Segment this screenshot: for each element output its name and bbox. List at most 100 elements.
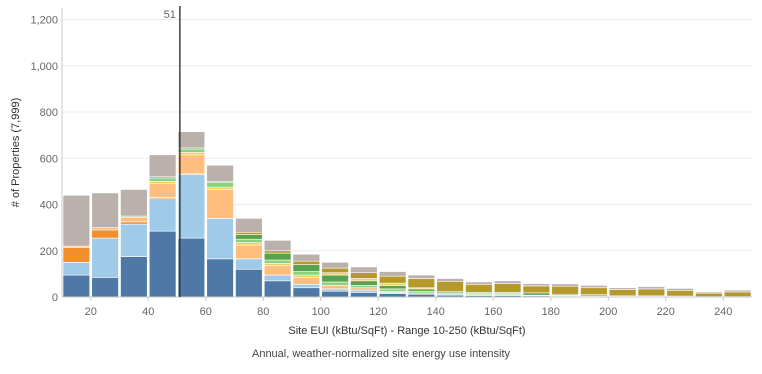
bar-segment[interactable] [351, 292, 378, 297]
bar-segment[interactable] [178, 132, 205, 148]
bar-segment[interactable] [121, 217, 148, 222]
bar-segment[interactable] [322, 273, 349, 275]
bar-segment[interactable] [638, 289, 665, 296]
bar-segment[interactable] [207, 165, 234, 181]
bar-segment[interactable] [351, 281, 378, 286]
bar-segment[interactable] [264, 275, 291, 281]
histogram-bin[interactable] [322, 262, 349, 297]
bar-segment[interactable] [92, 228, 119, 230]
bar-segment[interactable] [121, 224, 148, 256]
bar-segment[interactable] [92, 238, 119, 277]
histogram-bin[interactable] [149, 155, 176, 297]
histogram-bin[interactable] [264, 240, 291, 297]
bar-segment[interactable] [351, 290, 378, 292]
histogram-bin[interactable] [379, 272, 406, 297]
bar-segment[interactable] [293, 288, 320, 297]
bar-segment[interactable] [379, 294, 406, 297]
bar-segment[interactable] [63, 247, 90, 262]
bar-segment[interactable] [408, 289, 435, 291]
bar-segment[interactable] [178, 238, 205, 297]
bar-segment[interactable] [609, 289, 636, 295]
bar-segment[interactable] [667, 288, 694, 290]
bar-segment[interactable] [293, 265, 320, 272]
histogram-bin[interactable] [437, 279, 464, 297]
bar-segment[interactable] [351, 285, 378, 287]
bar-segment[interactable] [581, 288, 608, 295]
bar-segment[interactable] [322, 275, 349, 282]
bar-segment[interactable] [264, 253, 291, 260]
bar-segment[interactable] [351, 288, 378, 290]
bar-segment[interactable] [379, 276, 406, 283]
histogram-bin[interactable] [92, 193, 119, 297]
bar-segment[interactable] [264, 251, 291, 253]
bar-segment[interactable] [149, 178, 176, 181]
histogram-bin[interactable] [696, 292, 723, 297]
bar-segment[interactable] [437, 279, 464, 282]
bar-segment[interactable] [523, 293, 550, 295]
histogram-bin[interactable] [523, 284, 550, 297]
bar-segment[interactable] [149, 231, 176, 297]
bar-segment[interactable] [351, 267, 378, 273]
histogram-bin[interactable] [494, 281, 521, 297]
bar-segment[interactable] [523, 286, 550, 293]
bar-segment[interactable] [121, 189, 148, 216]
bar-segment[interactable] [466, 284, 493, 292]
bar-segment[interactable] [236, 245, 263, 259]
bar-segment[interactable] [264, 240, 291, 250]
bar-segment[interactable] [149, 181, 176, 183]
bar-segment[interactable] [322, 268, 349, 273]
bar-segment[interactable] [63, 262, 90, 275]
bar-segment[interactable] [466, 282, 493, 284]
histogram-bin[interactable] [667, 288, 694, 297]
bar-segment[interactable] [121, 222, 148, 224]
bar-segment[interactable] [178, 155, 205, 173]
bar-segment[interactable] [207, 218, 234, 258]
bar-segment[interactable] [236, 269, 263, 297]
bar-segment[interactable] [581, 285, 608, 287]
bar-segment[interactable] [322, 289, 349, 291]
bar-segment[interactable] [92, 193, 119, 228]
histogram-bin[interactable] [207, 165, 234, 297]
bar-segment[interactable] [351, 279, 378, 281]
histogram-bin[interactable] [609, 288, 636, 297]
bar-segment[interactable] [437, 281, 464, 291]
bar-segment[interactable] [264, 263, 291, 265]
bar-segment[interactable] [236, 239, 263, 242]
bar-segment[interactable] [149, 184, 176, 198]
bar-segment[interactable] [293, 275, 320, 277]
bar-segment[interactable] [609, 288, 636, 290]
bar-segment[interactable] [207, 189, 234, 218]
bar-segment[interactable] [379, 289, 406, 291]
bar-segment[interactable] [236, 259, 263, 269]
bar-segment[interactable] [178, 174, 205, 238]
histogram-bin[interactable] [351, 267, 378, 297]
histogram-bin[interactable] [552, 284, 579, 297]
bar-segment[interactable] [264, 281, 291, 297]
histogram-bin[interactable] [236, 218, 263, 297]
bar-segment[interactable] [63, 195, 90, 246]
bar-segment[interactable] [724, 292, 751, 297]
histogram-bin[interactable] [466, 282, 493, 297]
bar-segment[interactable] [322, 285, 349, 288]
bar-segment[interactable] [408, 279, 435, 288]
histogram-bin[interactable] [408, 275, 435, 297]
bar-segment[interactable] [552, 286, 579, 294]
bar-segment[interactable] [494, 284, 521, 293]
histogram-bin[interactable] [178, 132, 205, 297]
bar-segment[interactable] [379, 283, 406, 285]
bar-segment[interactable] [92, 277, 119, 297]
bar-segment[interactable] [149, 199, 176, 231]
histogram-bin[interactable] [293, 254, 320, 297]
bar-segment[interactable] [236, 218, 263, 232]
bar-segment[interactable] [264, 260, 291, 263]
histogram-bin[interactable] [638, 287, 665, 297]
bar-segment[interactable] [293, 254, 320, 261]
bar-segment[interactable] [322, 282, 349, 285]
bar-segment[interactable] [236, 232, 263, 234]
bar-segment[interactable] [379, 285, 406, 288]
bar-segment[interactable] [178, 149, 205, 152]
bar-segment[interactable] [638, 287, 665, 289]
bar-segment[interactable] [351, 273, 378, 279]
bar-segment[interactable] [207, 183, 234, 188]
bar-segment[interactable] [293, 261, 320, 264]
